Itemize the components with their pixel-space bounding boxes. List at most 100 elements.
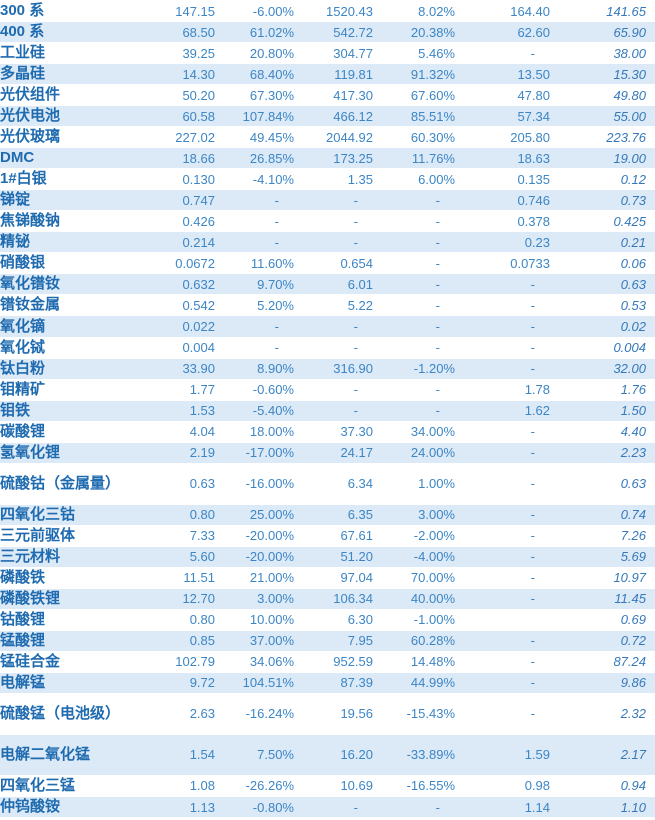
table-row: 镨钕金属 0.542 5.20% 5.22 - - 0.53 <box>0 294 655 316</box>
value-cell: -4.00% <box>373 546 455 568</box>
product-name-cell: DMC <box>0 147 135 169</box>
product-name: 工业硅 <box>0 44 46 62</box>
product-name: 锑锭 <box>0 191 31 209</box>
value-cell: - <box>455 442 550 464</box>
value-cell: - <box>435 340 440 356</box>
product-name: 磷酸铁锂 <box>0 589 61 607</box>
value-cell: 91.32% <box>373 63 455 85</box>
value-cell: -5.40% <box>215 400 294 422</box>
value-cell: 33.90 <box>135 358 215 380</box>
value-cell-italic: 2.32 <box>620 706 646 722</box>
value-cell: - <box>455 358 550 380</box>
table-row: 钛白粉 33.90 8.90% 316.90 -1.20% -32.00 <box>0 358 655 380</box>
value-cell: 37.30 <box>340 424 373 440</box>
value-cell: 0.23 <box>455 231 550 253</box>
value-cell: 18.63 <box>455 147 550 169</box>
value-cell-italic: 0.73 <box>550 189 655 211</box>
value-cell-italic: 1.76 <box>620 382 646 398</box>
value-cell: 11.76% <box>373 147 455 169</box>
value-cell-italic: 0.69 <box>620 612 646 628</box>
value-cell: 304.77 <box>333 45 373 61</box>
value-cell: 6.00% <box>418 171 455 187</box>
value-cell: 5.20% <box>257 297 294 313</box>
table-row: 光伏电池 60.58 107.84% 466.12 85.51% 57.34 55.00 <box>0 105 655 127</box>
table-row: 400 系 68.50 61.02% 542.72 20.38% 62.60 65.90 <box>0 21 655 43</box>
product-name-cell: 400 系 <box>0 21 135 43</box>
value-cell-italic: 0.02 <box>550 315 655 337</box>
value-cell: -26.26% <box>245 778 294 794</box>
product-name: 焦锑酸钠 <box>0 212 61 230</box>
value-cell-italic: 9.86 <box>550 672 655 694</box>
value-cell: -1.20% <box>373 358 455 380</box>
product-name: 碳酸锂 <box>0 422 46 440</box>
table-row: 氢氧化锂 2.19 -17.00% 24.17 24.00% -2.23 <box>0 442 655 464</box>
product-name-cell: 锑锭 <box>0 189 135 211</box>
value-cell: 14.48% <box>410 654 455 670</box>
value-cell-italic: 1.10 <box>550 796 655 818</box>
value-cell: 24.17 <box>294 442 373 464</box>
value-cell: 9.70% <box>215 273 294 295</box>
product-name: 硫酸钴（金属量） <box>0 474 121 492</box>
product-name: 锰硅合金 <box>0 652 61 670</box>
value-cell: - <box>373 231 455 253</box>
value-cell: 24.00% <box>373 442 455 464</box>
value-cell: 1.54 <box>135 734 215 776</box>
value-cell: - <box>530 297 535 313</box>
value-cell: 47.80 <box>517 87 550 103</box>
product-name-cell: 焦锑酸钠 <box>0 211 135 232</box>
value-cell: 34.06% <box>249 654 294 670</box>
value-cell: 67.60% <box>410 87 455 103</box>
value-cell: 13.50 <box>455 63 550 85</box>
value-cell: 1520.43 <box>326 3 373 19</box>
value-cell: 104.51% <box>215 672 294 694</box>
product-name: 钼铁 <box>0 401 31 419</box>
value-cell: 227.02 <box>175 129 215 145</box>
product-name-cell: 光伏组件 <box>0 85 135 106</box>
value-cell: - <box>530 654 535 670</box>
value-cell: 107.84% <box>215 105 294 127</box>
product-name-cell: 氧化镝 <box>0 315 135 337</box>
table-row: 电解二氧化锰 1.54 7.50% 16.20 -33.89% 1.59 2.17 <box>0 734 655 776</box>
product-name: 300 系 <box>0 2 45 20</box>
value-cell-italic: 55.00 <box>550 105 655 127</box>
product-name-cell: 仲钨酸铵 <box>0 796 135 818</box>
table-row: 光伏组件 50.20 67.30% 417.30 67.60% 47.80 49.80 <box>0 84 655 106</box>
value-cell: 0.378 <box>517 213 550 229</box>
value-cell: 0.426 <box>182 213 215 229</box>
value-cell-italic: 65.90 <box>550 21 655 43</box>
value-cell: 6.34 <box>347 476 373 492</box>
product-name-cell: 三元前驱体 <box>0 525 135 546</box>
value-cell: - <box>373 189 455 211</box>
value-cell: -16.00% <box>245 476 294 492</box>
value-cell: 0.80 <box>189 612 215 628</box>
product-name: 电解二氧化锰 <box>0 745 91 763</box>
product-name: 电解锰 <box>0 673 46 691</box>
table-row: 电解锰 9.72 104.51% 87.39 44.99% -9.86 <box>0 672 655 694</box>
product-name: 三元前驱体 <box>0 526 76 544</box>
value-cell: - <box>435 382 440 398</box>
value-cell: 9.72 <box>135 672 215 694</box>
value-cell: 0.654 <box>340 255 373 271</box>
product-name: 光伏组件 <box>0 86 61 104</box>
table-row: 精铋 0.214- - -0.23 0.21 <box>0 231 655 253</box>
value-cell: 11.60% <box>250 255 294 271</box>
value-cell: - <box>274 213 279 229</box>
value-cell: 0.214 <box>135 231 215 253</box>
value-cell: - <box>435 255 440 271</box>
value-cell-italic: 0.63 <box>550 273 655 295</box>
value-cell: - <box>455 588 550 610</box>
table-row: 磷酸铁锂 12.70 3.00% 106.34 40.00% -11.45 <box>0 588 655 610</box>
product-name-cell: 多晶硅 <box>0 63 135 85</box>
product-name-cell: 电解锰 <box>0 672 135 694</box>
table-row: 四氧化三钴 0.80 25.00% 6.35 3.00% -0.74 <box>0 504 655 526</box>
value-cell: 60.58 <box>135 105 215 127</box>
value-cell: 60.28% <box>373 630 455 652</box>
value-cell: 8.90% <box>215 358 294 380</box>
product-name-cell: 锰硅合金 <box>0 651 135 672</box>
value-cell: 21.00% <box>249 570 294 586</box>
table-row: 钼精矿 1.77 -0.60% - - 1.78 1.76 <box>0 379 655 401</box>
value-cell: 14.30 <box>135 63 215 85</box>
value-cell-italic: 32.00 <box>550 358 655 380</box>
value-cell: 7.50% <box>215 734 294 776</box>
